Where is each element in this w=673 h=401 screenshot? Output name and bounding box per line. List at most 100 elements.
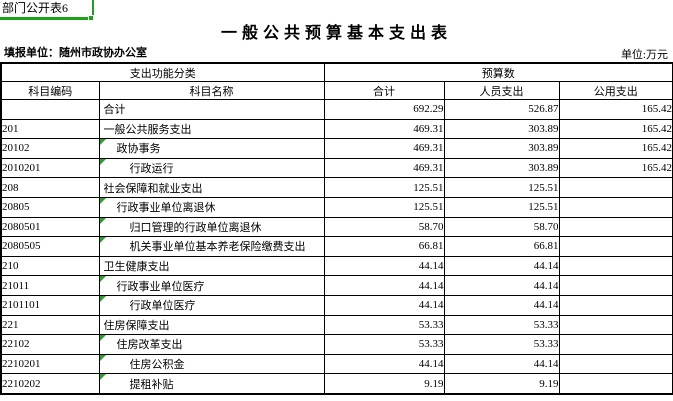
cell-subject-code[interactable]: 221 — [0, 314, 100, 336]
cell-subject-name[interactable]: 归口管理的行政单位离退休 — [98, 216, 325, 238]
cell-total[interactable]: 58.70 — [323, 216, 445, 238]
cell-total[interactable]: 53.33 — [323, 314, 445, 336]
cell-public-expense[interactable]: 165.42 — [558, 157, 673, 179]
cell-total[interactable]: 9.19 — [323, 373, 445, 395]
cell-subject-name[interactable]: 卫生健康支出 — [98, 255, 325, 277]
cell-subject-code[interactable]: 2010201 — [0, 157, 100, 179]
cell-total[interactable]: 44.14 — [323, 275, 445, 296]
subject-name-label: 政协事务 — [116, 143, 161, 156]
cell-personnel-expense[interactable]: 66.81 — [443, 236, 560, 257]
subject-name-label: 社会保障和就业支出 — [103, 182, 203, 195]
text-format-marker-icon — [100, 276, 106, 283]
cell-public-expense[interactable] — [558, 216, 673, 238]
subject-name-label: 行政事业单位医疗 — [116, 280, 205, 293]
cell-total[interactable]: 125.51 — [323, 177, 445, 198]
cell-personnel-expense[interactable]: 44.14 — [443, 294, 560, 316]
cell-subject-name[interactable]: 一般公共服务支出 — [98, 118, 325, 140]
cell-total[interactable]: 44.14 — [323, 255, 445, 277]
table-row: 22102 住房改革支出 53.33 53.33 — [0, 334, 673, 355]
unit-note-label: 单位:万元 — [620, 49, 668, 61]
cell-total[interactable]: 469.31 — [323, 118, 445, 140]
cell-total[interactable]: 53.33 — [323, 334, 445, 355]
cell-public-expense[interactable]: 165.42 — [558, 138, 673, 159]
cell-total[interactable]: 692.29 — [323, 99, 445, 120]
cell-subject-name[interactable]: 提租补贴 — [98, 373, 325, 395]
cell-public-expense[interactable] — [558, 314, 673, 336]
col-header-personnel[interactable]: 人员支出 — [443, 81, 560, 100]
cell-public-expense[interactable] — [558, 275, 673, 296]
cell-personnel-expense[interactable]: 303.89 — [443, 118, 560, 140]
cell-subject-name[interactable]: 行政事业单位离退休 — [98, 196, 325, 218]
cell-total[interactable]: 469.31 — [323, 157, 445, 179]
cell-subject-name[interactable]: 合计 — [98, 99, 325, 120]
cell-total[interactable]: 66.81 — [323, 236, 445, 257]
cell-subject-code[interactable]: 2080505 — [0, 236, 100, 257]
cell-personnel-expense[interactable]: 44.14 — [443, 275, 560, 296]
cell-subject-code[interactable]: 208 — [0, 177, 100, 198]
cell-personnel-expense[interactable]: 125.51 — [443, 196, 560, 218]
cell-subject-name[interactable]: 政协事务 — [98, 138, 325, 159]
cell-subject-code[interactable]: 20102 — [0, 138, 100, 159]
cell-subject-code[interactable]: 22102 — [0, 334, 100, 355]
text-format-marker-icon — [100, 355, 106, 361]
table-body: 合计 692.29 526.87 165.42 201 一般公共服务支出 469.31 303… — [0, 99, 673, 395]
cell-personnel-expense[interactable]: 58.70 — [443, 216, 560, 238]
cell-subject-name[interactable]: 行政运行 — [98, 157, 325, 179]
cell-total[interactable]: 44.14 — [323, 294, 445, 316]
column-header-row: 科目编码 科目名称 合计 人员支出 公用支出 — [0, 81, 673, 100]
cell-personnel-expense[interactable]: 526.87 — [443, 99, 560, 120]
cell-public-expense[interactable] — [558, 236, 673, 257]
cell-subject-name[interactable]: 行政单位医疗 — [98, 294, 325, 316]
cell-subject-code[interactable]: 20805 — [0, 196, 100, 218]
cell-subject-name[interactable]: 住房公积金 — [98, 353, 325, 375]
cell-personnel-expense[interactable]: 44.14 — [443, 353, 560, 375]
cell-subject-name[interactable]: 住房改革支出 — [98, 334, 325, 355]
col-header-name[interactable]: 科目名称 — [98, 81, 325, 100]
col-header-public[interactable]: 公用支出 — [558, 81, 673, 100]
cell-subject-code[interactable]: 21011 — [0, 275, 100, 296]
cell-subject-code[interactable] — [0, 99, 100, 120]
cell-subject-name[interactable]: 社会保障和就业支出 — [98, 177, 325, 198]
cell-public-expense[interactable] — [558, 255, 673, 277]
cell-public-expense[interactable]: 165.42 — [558, 118, 673, 140]
table-row: 2101101 行政单位医疗 44.14 44.14 — [0, 294, 673, 316]
table-row: 合计 692.29 526.87 165.42 — [0, 99, 673, 120]
cell-public-expense[interactable] — [558, 196, 673, 218]
cell-total[interactable]: 469.31 — [323, 138, 445, 159]
cell-personnel-expense[interactable]: 303.89 — [443, 157, 560, 179]
group-header-function[interactable]: 支出功能分类 — [0, 62, 325, 82]
cell-personnel-expense[interactable]: 53.33 — [443, 314, 560, 336]
cell-subject-code[interactable]: 2210201 — [0, 353, 100, 375]
table-row: 21011 行政事业单位医疗 44.14 44.14 — [0, 275, 673, 296]
cell-subject-code[interactable]: 2101101 — [0, 294, 100, 316]
cell-subject-code[interactable]: 210 — [0, 255, 100, 277]
cell-subject-name[interactable]: 住房保障支出 — [98, 314, 325, 336]
selection-fill-handle[interactable] — [88, 15, 94, 21]
text-format-marker-icon — [100, 237, 106, 244]
cell-personnel-expense[interactable]: 44.14 — [443, 255, 560, 277]
cell-public-expense[interactable]: 165.42 — [558, 99, 673, 120]
cell-subject-code[interactable]: 2210202 — [0, 373, 100, 395]
table-row: 2080501 归口管理的行政单位离退休 58.70 58.70 — [0, 216, 673, 238]
cell-subject-name[interactable]: 行政事业单位医疗 — [98, 275, 325, 296]
cell-total[interactable]: 44.14 — [323, 353, 445, 375]
cell-public-expense[interactable] — [558, 177, 673, 198]
cell-personnel-expense[interactable]: 303.89 — [443, 138, 560, 159]
cell-public-expense[interactable] — [558, 373, 673, 395]
cell-total[interactable]: 125.51 — [323, 196, 445, 218]
cell-public-expense[interactable] — [558, 353, 673, 375]
budget-table: 支出功能分类 预算数 科目编码 科目名称 合计 人员支出 公用支出 合计 692.… — [0, 62, 673, 395]
cell-subject-code[interactable]: 2080501 — [0, 216, 100, 238]
cell-subject-name[interactable]: 机关事业单位基本养老保险缴费支出 — [98, 236, 325, 257]
cell-public-expense[interactable] — [558, 334, 673, 355]
col-header-code[interactable]: 科目编码 — [0, 81, 100, 100]
cell-personnel-expense[interactable]: 125.51 — [443, 177, 560, 198]
selected-cell[interactable]: 部门公开表6 — [0, 0, 94, 20]
cell-subject-code[interactable]: 201 — [0, 118, 100, 140]
cell-public-expense[interactable] — [558, 294, 673, 316]
subject-name-label: 归口管理的行政单位离退休 — [129, 221, 262, 234]
group-header-budget[interactable]: 预算数 — [323, 62, 673, 82]
col-header-total[interactable]: 合计 — [323, 81, 445, 100]
cell-personnel-expense[interactable]: 53.33 — [443, 334, 560, 355]
cell-personnel-expense[interactable]: 9.19 — [443, 373, 560, 395]
